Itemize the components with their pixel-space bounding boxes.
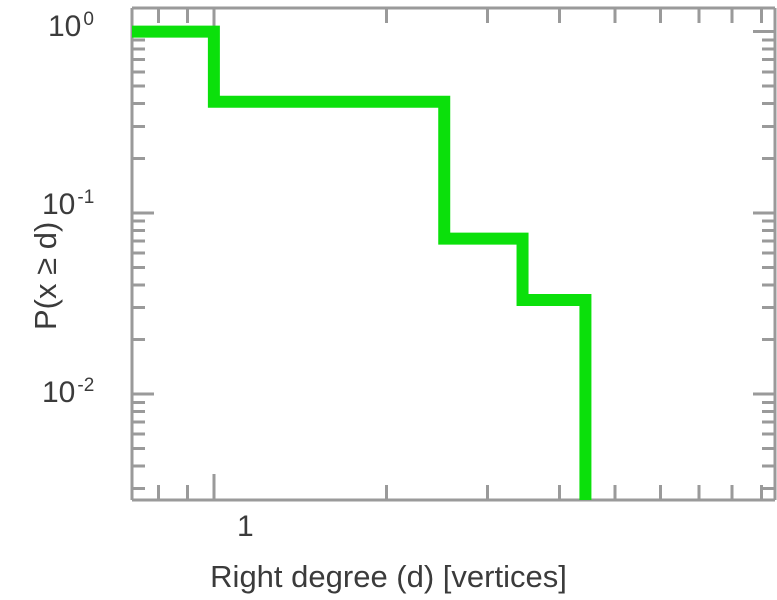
axis-frame bbox=[130, 6, 777, 502]
axis-ticks bbox=[132, 8, 775, 500]
axis-box bbox=[130, 6, 777, 502]
y-tick-label-1e0: 10 0 bbox=[48, 9, 94, 43]
y-tick-exponent: -1 bbox=[77, 187, 95, 208]
y-tick-label-1e-2: 10 -2 bbox=[42, 375, 95, 409]
y-tick-exponent: -2 bbox=[77, 375, 95, 396]
x-tick-label-1: 1 bbox=[237, 510, 254, 543]
y-tick-label-1e-1: 10 -1 bbox=[42, 187, 95, 221]
y-tick-mantissa: 10 bbox=[42, 188, 76, 221]
ccdf-step-line bbox=[132, 25, 592, 500]
x-axis-label: Right degree (d) [vertices] bbox=[210, 559, 567, 594]
y-tick-mantissa: 10 bbox=[48, 10, 82, 43]
y-tick-mantissa: 10 bbox=[42, 376, 76, 409]
data-series-right-degree bbox=[132, 25, 592, 500]
y-tick-exponent: 0 bbox=[83, 9, 94, 30]
